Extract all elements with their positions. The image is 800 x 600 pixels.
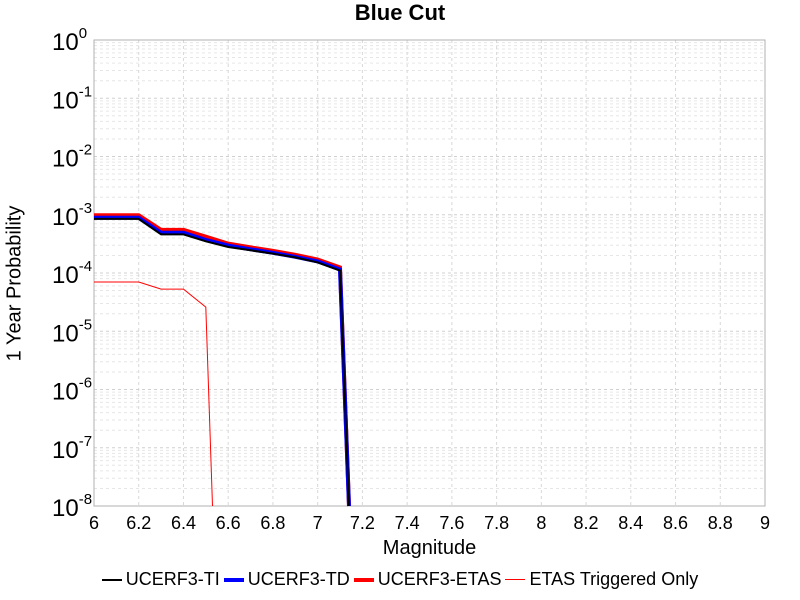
series-line-etas-triggered-only [94, 281, 213, 507]
x-tick-label: 8 [536, 513, 546, 533]
x-tick-labels: 6 6.2 6.4 6.6 6.8 7 7.2 7.4 7.6 7.8 8 8.2 8.4 8.6 8.8 9 [89, 513, 770, 533]
legend-item: UCERF3-ETAS [353, 569, 502, 590]
y-tick-label: 10-6 [52, 375, 92, 406]
y-tick-label: 10-5 [52, 316, 92, 347]
x-tick-label: 6.8 [260, 513, 285, 533]
y-tick-label: 10-3 [52, 200, 92, 231]
y-tick-labels: 100 10-1 10-2 10-3 10-4 10-5 10-6 10-7 10-8 [52, 25, 92, 522]
x-tick-label: 6.6 [216, 513, 241, 533]
y-tick-label: 10-4 [52, 258, 92, 289]
y-tick-label: 10-8 [52, 491, 92, 522]
x-tick-label: 6.2 [126, 513, 151, 533]
legend-label: UCERF3-TD [247, 569, 350, 589]
x-tick-label: 7.8 [484, 513, 509, 533]
x-tick-label: 8.6 [663, 513, 688, 533]
legend-item: ETAS Triggered Only [505, 569, 698, 590]
chart-title: Blue Cut [354, 0, 446, 25]
x-tick-label: 7.6 [439, 513, 464, 533]
x-tick-label: 6.4 [171, 513, 196, 533]
legend-swatch [101, 578, 122, 581]
x-tick-label: 7.2 [350, 513, 375, 533]
y-tick-label: 10-1 [52, 83, 92, 114]
x-axis-label: Magnitude [382, 537, 477, 559]
legend-item: UCERF3-TI [101, 569, 220, 590]
y-tick-label: 10-2 [52, 142, 92, 173]
x-tick-label: 8.2 [574, 513, 599, 533]
plot-area-frame [93, 39, 766, 507]
x-tick-label: 8.8 [708, 513, 733, 533]
y-axis-label: 1 Year Probability [3, 205, 26, 362]
x-tick-label: 7.4 [395, 513, 420, 533]
legend-label: ETAS Triggered Only [529, 569, 699, 589]
series-line-ucerf3-ti [94, 217, 350, 507]
x-tick-label: 6 [89, 513, 99, 533]
x-tick-label: 9 [760, 513, 770, 533]
legend-swatch [505, 579, 526, 580]
y-tick-label: 100 [52, 25, 87, 56]
legend-label: UCERF3-ETAS [377, 569, 502, 589]
legend-swatch [223, 577, 244, 582]
legend-label: UCERF3-TI [125, 569, 220, 589]
minor-gridlines [94, 42, 765, 489]
series-layer [94, 213, 351, 507]
x-tick-label: 7 [313, 513, 323, 533]
y-tick-label: 10-7 [52, 433, 92, 464]
major-gridlines [93, 40, 766, 507]
legend: UCERF3-TI UCERF3-TD UCERF3-ETAS ETAS Trigge… [0, 569, 800, 590]
legend-swatch [353, 577, 374, 582]
legend-item: UCERF3-TD [223, 569, 350, 590]
x-tick-label: 8.4 [618, 513, 643, 533]
